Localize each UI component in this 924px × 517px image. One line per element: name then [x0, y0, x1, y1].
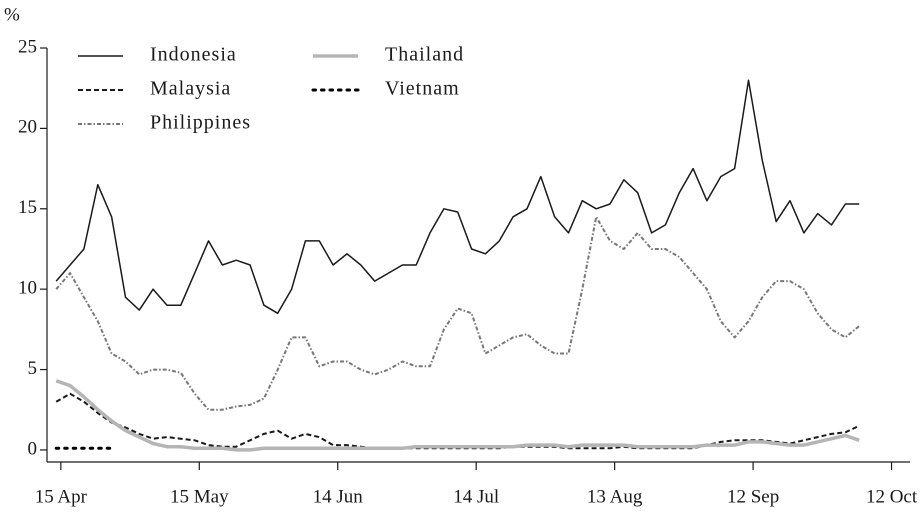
- x-tick-label: 14 Jun: [313, 486, 364, 507]
- x-tick-label: 12 Sep: [727, 486, 779, 507]
- legend-label: Thailand: [385, 44, 464, 66]
- x-tick-label: 13 Aug: [587, 486, 643, 507]
- legend-label: Vietnam: [385, 78, 460, 100]
- legend-label: Indonesia: [150, 44, 237, 66]
- x-tick-label: 15 May: [170, 486, 229, 507]
- y-tick-label: 5: [28, 358, 38, 379]
- x-tick-label: 15 Apr: [35, 486, 88, 507]
- y-tick-label: 0: [28, 438, 38, 459]
- y-tick-label: 25: [18, 36, 37, 57]
- legend: Indonesia Malaysia Philippines Thailand Viet…: [78, 44, 464, 134]
- series-line: [55, 392, 860, 450]
- series-line: [55, 379, 860, 452]
- legend-label: Philippines: [150, 112, 251, 134]
- y-axis-label: %: [4, 4, 20, 25]
- x-tick-label: 12 Oct: [866, 486, 918, 507]
- legend-label: Malaysia: [150, 78, 231, 100]
- y-tick-label: 10: [18, 278, 37, 299]
- y-tick-label: 15: [18, 197, 37, 218]
- x-tick-label: 14 Jul: [453, 486, 499, 507]
- y-tick-label: 20: [18, 117, 37, 138]
- series-line: [55, 79, 860, 315]
- series-line: [55, 215, 860, 411]
